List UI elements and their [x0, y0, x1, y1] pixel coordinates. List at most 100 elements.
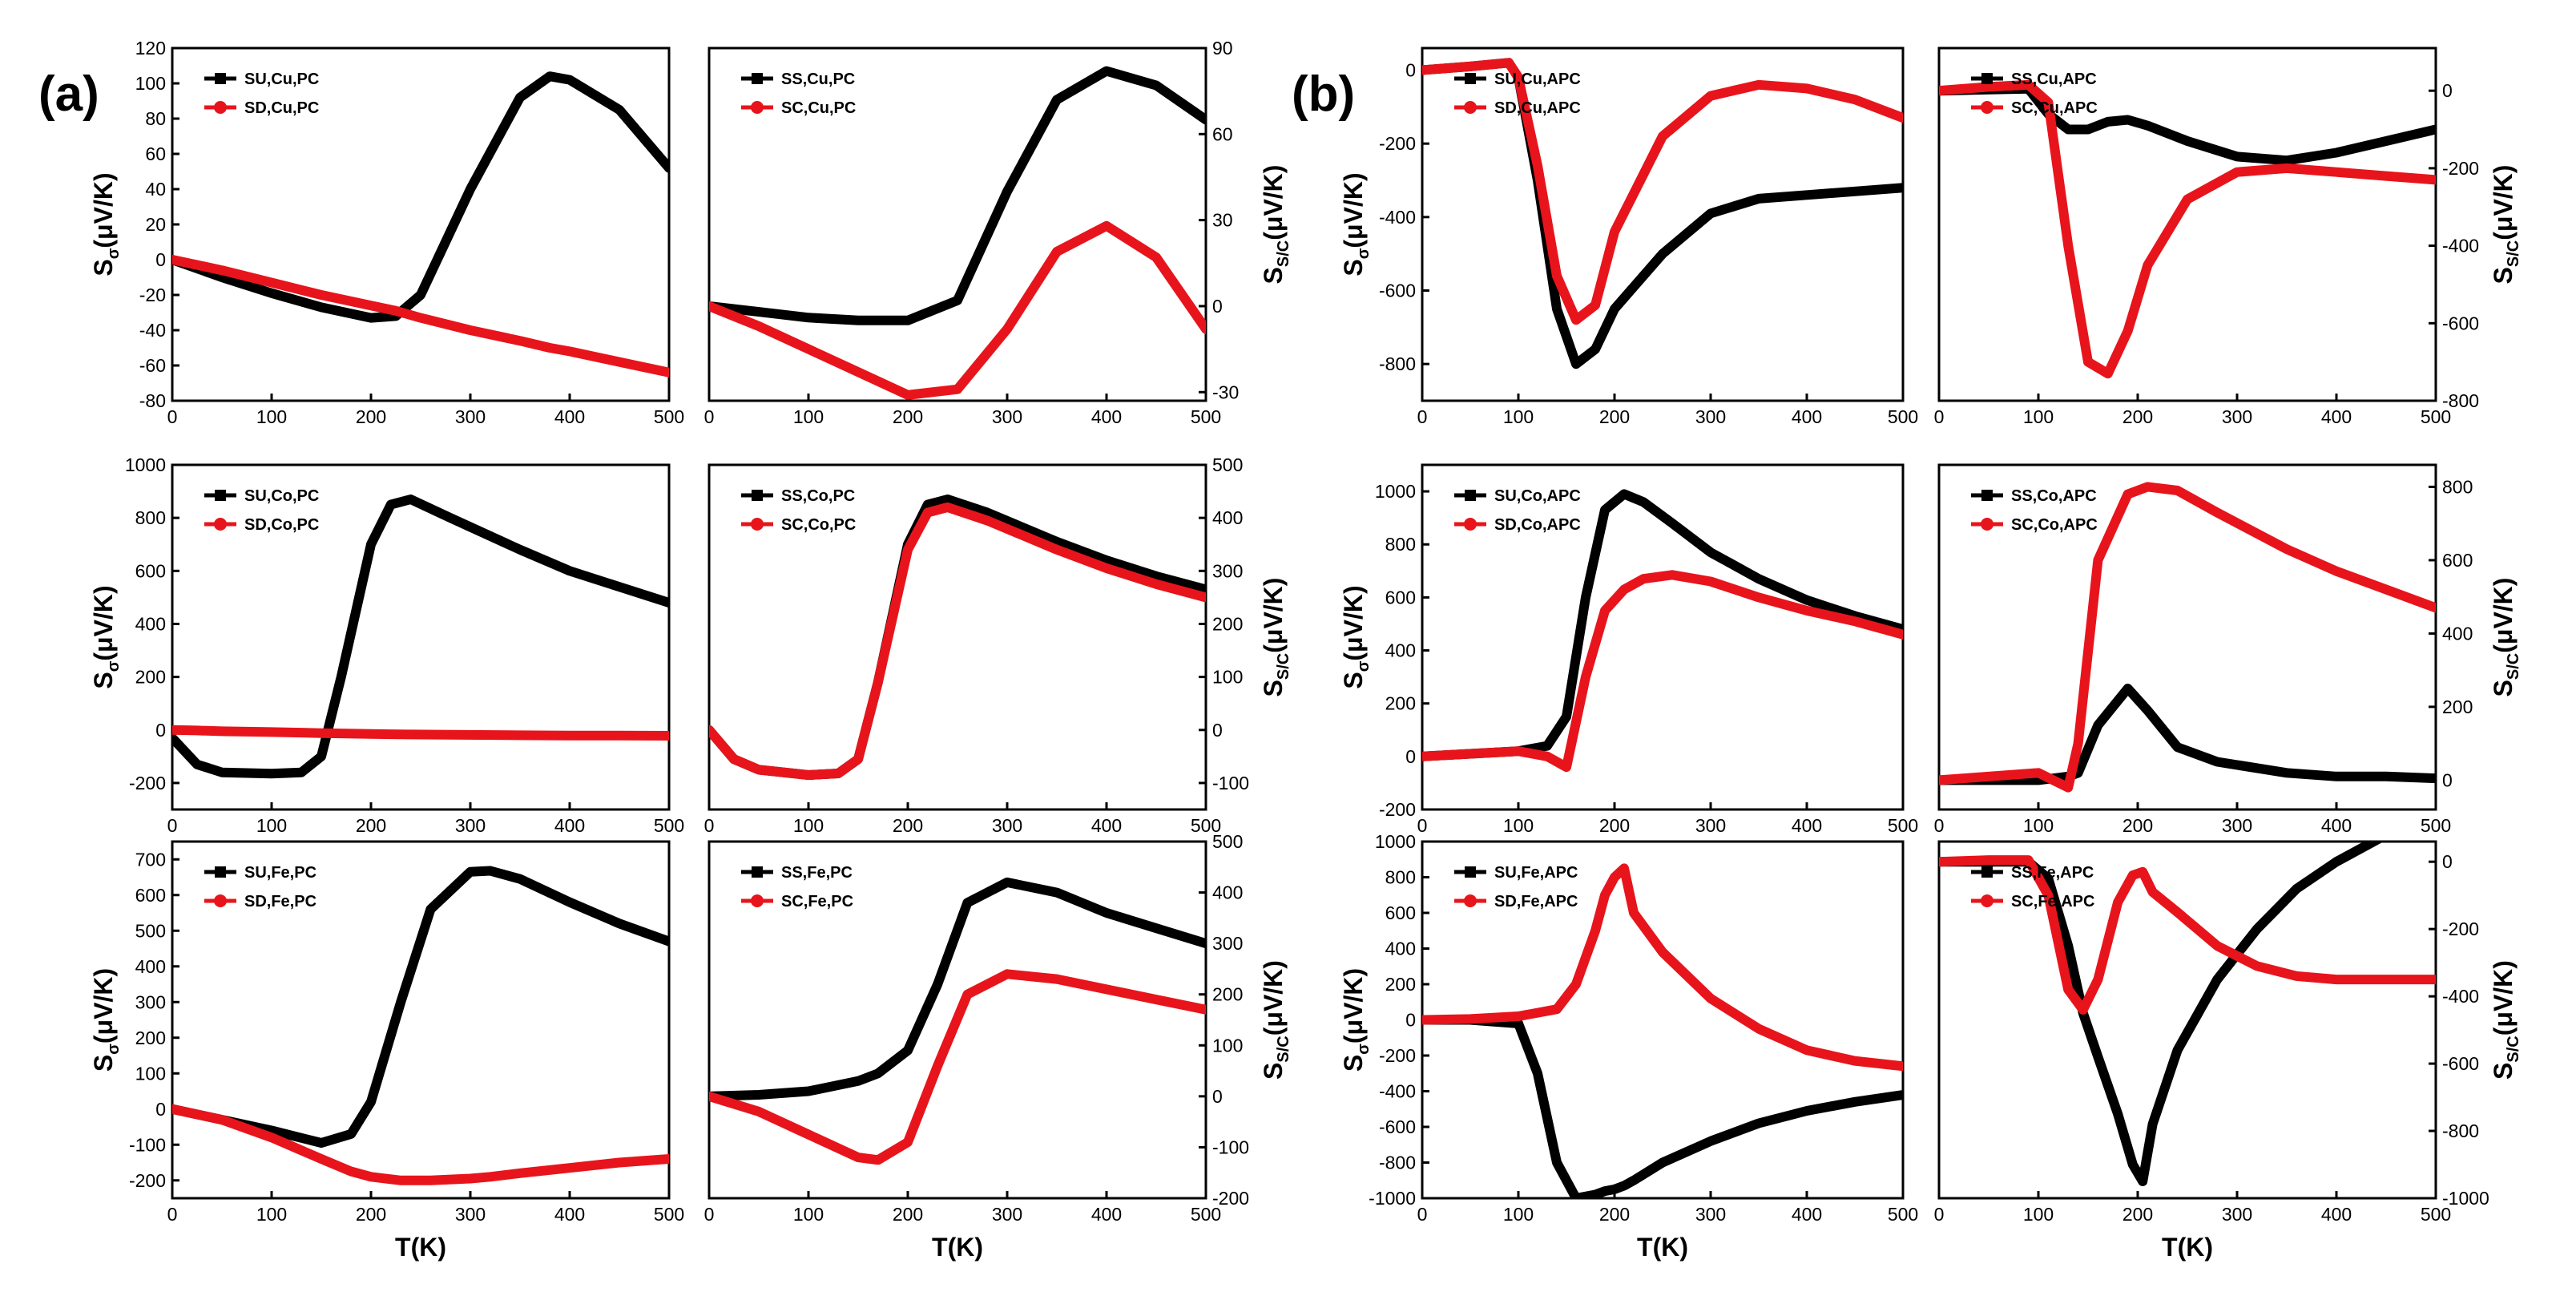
legend-label-1: SS,Fe,APC [2011, 864, 2094, 882]
x-tick-label: 100 [2023, 406, 2054, 427]
x-tick-label: 100 [793, 1204, 824, 1225]
y-tick-label: 20 [145, 214, 166, 235]
y-axis-title: SS/C(μV/K) [2489, 165, 2522, 285]
y-tick-label: 500 [1212, 454, 1243, 475]
y-tick-label: 0 [2442, 769, 2453, 790]
y-tick-label: 100 [135, 1063, 166, 1084]
x-tick-label: 500 [1888, 815, 1918, 836]
legend-label-1: SS,Co,APC [2011, 487, 2097, 505]
y-tick-label: -600 [2442, 313, 2479, 333]
legend-label-1: SU,Co,PC [244, 487, 319, 505]
x-tick-label: 300 [455, 1204, 486, 1225]
y-tick-label: -800 [1379, 1153, 1416, 1173]
y-tick-label: 400 [1212, 882, 1243, 903]
x-tick-label: 300 [992, 406, 1022, 427]
x-tick-label: 0 [1934, 406, 1945, 427]
y-tick-label: 800 [1385, 867, 1416, 888]
plot-frame [171, 463, 671, 811]
legend-label-2: SC,Fe,PC [781, 893, 853, 910]
y-tick-label: 0 [155, 249, 166, 270]
y-tick-label: 30 [1212, 210, 1233, 231]
y-tick-label: 60 [1212, 123, 1233, 144]
y-tick-label: -1000 [1369, 1188, 1416, 1209]
y-tick-label: 200 [135, 667, 166, 688]
legend-marker-1 [1465, 490, 1476, 501]
y-axis-title: Sσ(μV/K) [1339, 968, 1373, 1072]
legend-marker-2 [1981, 894, 1993, 907]
y-tick-label: -200 [129, 1170, 166, 1191]
legend-label-1: SU,Cu,APC [1494, 71, 1581, 88]
x-tick-label: 300 [2222, 815, 2252, 836]
x-tick-label: 400 [1792, 815, 1822, 836]
y-axis-title: Sσ(μV/K) [89, 968, 123, 1072]
y-tick-label: -800 [2442, 390, 2479, 411]
x-tick-label: 200 [356, 1204, 386, 1225]
y-tick-label: -200 [1212, 1188, 1249, 1209]
y-tick-label: 300 [135, 991, 166, 1012]
legend-marker-1 [752, 73, 763, 84]
x-tick-label: 100 [2023, 815, 2054, 836]
series-line-2 [709, 220, 1206, 400]
legend-label-2: SC,Cu,APC [2011, 99, 2098, 117]
x-tick-label: 400 [554, 815, 585, 836]
y-tick-label: 200 [1212, 984, 1243, 1005]
panel-label-a: (a) [38, 67, 99, 122]
series-line-2 [1939, 79, 2436, 379]
x-tick-label: 300 [1695, 406, 1726, 427]
legend-label-1: SS,Cu,APC [2011, 71, 2097, 88]
series-line-2 [709, 969, 1206, 1165]
legend-label-2: SC,Fe,APC [2011, 893, 2094, 910]
x-axis-title: T(K) [2162, 1233, 2213, 1262]
y-tick-label: 0 [1405, 746, 1416, 767]
series-line-2 [1422, 58, 1903, 325]
x-tick-label: 200 [356, 815, 386, 836]
y-tick-label: 600 [1385, 902, 1416, 923]
series-line-2 [172, 1104, 669, 1185]
legend-marker-2 [1981, 101, 1993, 114]
x-tick-label: 0 [704, 406, 715, 427]
y-tick-label: 600 [1385, 587, 1416, 608]
y-tick-label: -100 [1212, 773, 1249, 793]
legend-label-2: SD,Co,PC [244, 516, 319, 534]
y-axis-title: Sσ(μV/K) [89, 585, 123, 688]
x-tick-label: 500 [2421, 815, 2451, 836]
legend-label-1: SS,Co,PC [781, 487, 855, 505]
legend-marker-2 [1464, 894, 1477, 907]
x-tick-label: 500 [1191, 815, 1221, 836]
x-axis-title: T(K) [395, 1233, 446, 1262]
plot-frame [707, 840, 1207, 1200]
x-tick-label: 400 [1091, 1204, 1122, 1225]
y-tick-label: 200 [2442, 696, 2473, 717]
legend-marker-1 [215, 490, 226, 501]
y-tick-label: 600 [2442, 550, 2473, 571]
panel-label-b: (b) [1292, 67, 1355, 122]
y-tick-label: 300 [1212, 933, 1243, 954]
plot-frame [1937, 840, 2437, 1200]
series-line-2 [709, 502, 1206, 780]
plot-frame [1937, 46, 2437, 402]
y-tick-label: -800 [1379, 353, 1416, 374]
series-line-2 [1939, 855, 2436, 1015]
x-tick-label: 0 [1417, 406, 1428, 427]
x-tick-label: 300 [2222, 1204, 2252, 1225]
legend-marker-1 [1981, 73, 1993, 84]
x-tick-label: 0 [1934, 815, 1945, 836]
series-line-2 [1422, 863, 1903, 1072]
x-tick-label: 0 [167, 815, 178, 836]
chart-b-co-sc: 0 100 200 300 400 500 0 200 400 600 800 SS/C(μV/K) S… [1934, 463, 2522, 836]
chart-b-fe-sc: 0 100 200 300 400 500-1000 -800 -600 -400 -200 0 T(… [1934, 840, 2522, 1262]
chart-a-cu-sigma: 0 100 200 300 400 500 -80 -60 -40 -20 0 20 40 60 80 100… [89, 38, 684, 427]
x-tick-label: 100 [1503, 1204, 1534, 1225]
chart-b-cu-sigma: 0 100 200 300 400 500 -800 -600 -400 -200 0 Sσ(μV/K… [1339, 46, 1918, 427]
y-tick-label: 400 [135, 613, 166, 634]
x-tick-label: 100 [793, 406, 824, 427]
y-tick-label: 800 [2442, 476, 2473, 497]
y-tick-label: 400 [2442, 623, 2473, 644]
legend-label-2: SD,Cu,APC [1494, 99, 1581, 117]
y-tick-label: 120 [135, 38, 166, 59]
x-tick-label: 300 [2222, 406, 2252, 427]
y-axis-title: SS/C(μV/K) [2489, 578, 2522, 697]
y-axis-title: Sσ(μV/K) [1339, 585, 1373, 688]
y-tick-label: 400 [1385, 939, 1416, 959]
y-tick-label: -100 [129, 1134, 166, 1155]
